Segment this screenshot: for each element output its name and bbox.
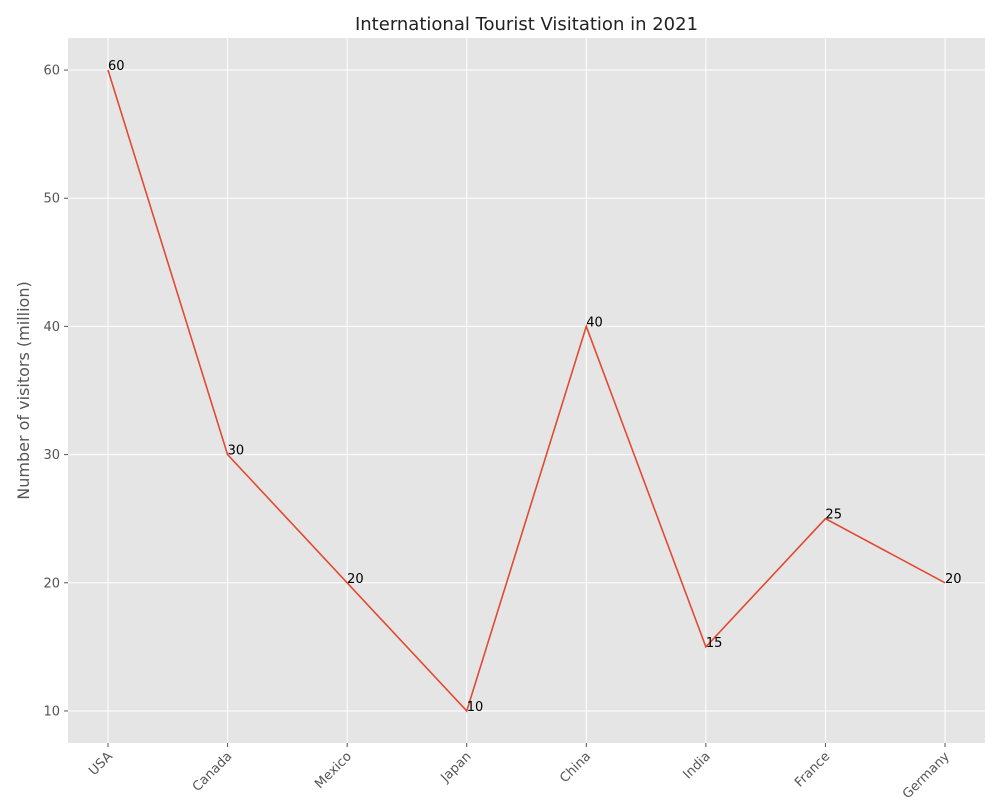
x-tick-label: USA: [86, 749, 116, 779]
y-tick-label: 30: [43, 448, 60, 463]
x-tick-label: Japan: [438, 749, 475, 786]
data-label: 60: [108, 59, 125, 74]
series-line: [107, 69, 946, 713]
x-tick-label: India: [681, 749, 714, 782]
data-label: 20: [945, 572, 962, 587]
series-layer: [107, 69, 946, 713]
chart-title: International Tourist Visitation in 2021: [355, 14, 698, 35]
y-tick-label: 50: [43, 192, 60, 207]
grid: [68, 38, 985, 743]
x-tick-label: Canada: [190, 749, 236, 795]
data-label: 20: [347, 572, 364, 587]
y-tick-label: 40: [43, 320, 60, 335]
x-tick-label: Germany: [900, 749, 953, 800]
plot-area: [68, 38, 985, 743]
data-label: 40: [586, 315, 603, 330]
x-tick-label: China: [557, 749, 594, 786]
x-tick-label: France: [792, 749, 833, 790]
data-label: 30: [228, 444, 245, 459]
data-labels: 60 30 20 10 40 15 25 20: [108, 59, 962, 715]
y-tick-label: 10: [43, 704, 60, 719]
x-tick-label: Mexico: [312, 749, 355, 792]
y-axis-label: Number of visitors (million): [14, 281, 33, 499]
data-label: 15: [706, 636, 723, 651]
data-label: 10: [467, 700, 484, 715]
y-tick-label: 60: [43, 64, 60, 79]
data-label: 25: [825, 508, 842, 523]
y-tick-label: 20: [43, 576, 60, 591]
